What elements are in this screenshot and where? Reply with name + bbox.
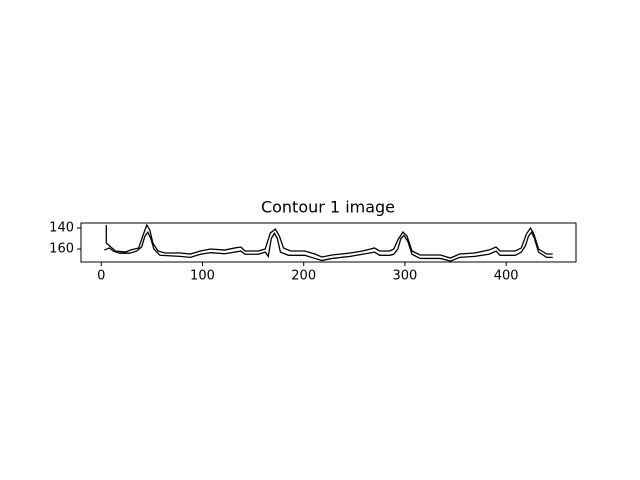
x-tick-label: 300	[393, 269, 418, 284]
chart-title: Contour 1 image	[261, 198, 395, 217]
axes-frame	[80, 222, 577, 263]
contour-line	[104, 230, 553, 262]
y-tick-label: 160	[49, 242, 74, 257]
y-tick-label: 140	[49, 221, 74, 236]
x-tick-label: 0	[97, 269, 105, 284]
contour-line	[105, 223, 553, 259]
x-tick-label: 100	[190, 269, 215, 284]
x-tick-label: 200	[291, 269, 316, 284]
x-tick-label: 400	[494, 269, 519, 284]
